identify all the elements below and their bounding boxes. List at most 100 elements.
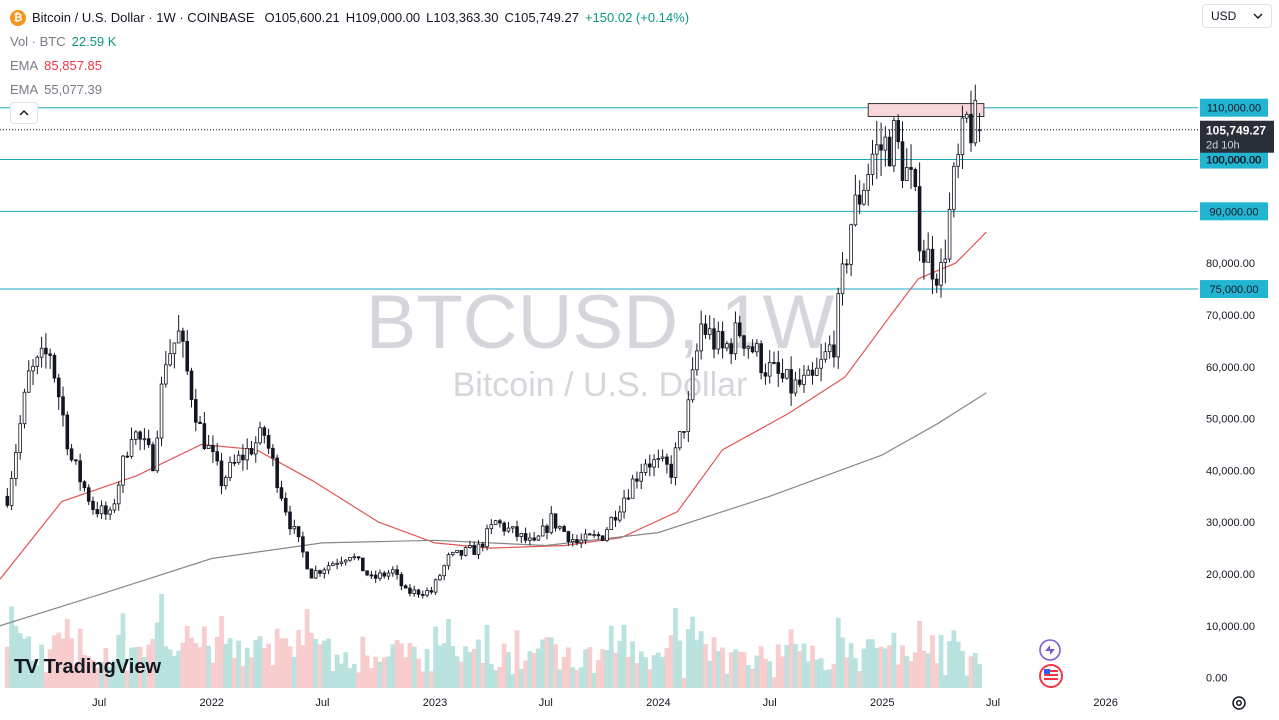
candle	[331, 561, 335, 567]
volume-bar	[309, 632, 314, 688]
candle	[95, 501, 100, 518]
candle-body	[14, 452, 18, 479]
candle	[545, 524, 549, 540]
candle-body	[695, 350, 699, 371]
volume-bar	[895, 664, 901, 688]
candle	[399, 572, 404, 591]
volume-bar	[548, 637, 554, 688]
candle-body	[832, 344, 836, 358]
candle-body	[605, 529, 609, 541]
ema-fast-row[interactable]: EMA 85,857.85	[10, 54, 689, 78]
candle-body	[116, 484, 121, 505]
tradingview-mark-icon: TV	[14, 656, 39, 678]
candle-body	[378, 572, 382, 579]
volume-bar	[570, 667, 576, 688]
volume-bar	[715, 651, 721, 688]
candle-body	[613, 517, 618, 521]
candle	[797, 368, 802, 388]
candle-body	[519, 533, 524, 537]
candle-body	[22, 391, 27, 425]
candle-body	[900, 141, 905, 182]
volume-bar	[347, 668, 353, 688]
volume-bar	[257, 636, 263, 688]
volume-bar	[39, 644, 44, 688]
volume-bar	[77, 628, 83, 688]
y-axis-tick-label: 60,000.00	[1206, 362, 1255, 374]
candle-body	[879, 144, 883, 151]
horizontal-levels[interactable]: 110,000.00 100,000.00 90,000.00 75,000.00	[0, 98, 1268, 299]
candle-body	[755, 343, 759, 353]
candle-body	[403, 585, 408, 589]
volume-bar	[835, 617, 841, 688]
candle-body	[138, 431, 142, 440]
candle	[849, 223, 853, 277]
volume-bar	[861, 648, 867, 688]
candle-body	[168, 353, 172, 366]
candle-body	[198, 421, 202, 425]
volume-bar	[784, 645, 790, 688]
tradingview-logo[interactable]: TV TradingView	[14, 656, 161, 679]
volume-indicator-row[interactable]: Vol · BTC 22.59 K	[10, 30, 689, 54]
volume-bar	[249, 657, 254, 688]
y-axis[interactable]: 0.00 10,000.00 20,000.00 30,000.00 40,000.00…	[1206, 155, 1261, 685]
floating-icons	[1038, 638, 1068, 695]
candle-body	[707, 328, 712, 335]
candle-body	[635, 478, 639, 482]
volume-bar	[304, 609, 310, 688]
candle-body	[815, 367, 819, 376]
volume-bar	[900, 645, 905, 688]
volume-bar	[608, 625, 614, 688]
candle-body	[609, 517, 614, 530]
volume-bar	[411, 646, 417, 688]
candle-body	[271, 447, 275, 459]
candle	[857, 180, 862, 215]
candle	[716, 321, 721, 355]
ema-fast-name: EMA	[10, 58, 39, 73]
candle	[459, 549, 464, 560]
volume-bar	[253, 639, 259, 688]
collapse-legend-button[interactable]	[10, 102, 38, 124]
volume-layer	[4, 593, 982, 688]
candle	[960, 105, 965, 170]
currency-selector[interactable]: USD	[1202, 4, 1272, 28]
ema-slow-row[interactable]: EMA 55,077.39	[10, 78, 689, 102]
level-label: 100,000.00	[1206, 155, 1261, 167]
volume-bar	[171, 655, 177, 688]
candle	[540, 518, 545, 537]
gear-icon[interactable]	[1230, 694, 1248, 712]
volume-bar	[908, 661, 914, 688]
candle-body	[326, 565, 331, 571]
volume-bar	[638, 651, 644, 688]
candle	[690, 357, 695, 403]
us-flag-icon[interactable]	[1039, 664, 1063, 688]
volume-bar	[857, 671, 863, 688]
candle	[832, 330, 836, 368]
volume-bar	[56, 632, 62, 688]
volume-bar	[724, 673, 730, 688]
ai-sparkle-icon[interactable]	[1039, 639, 1061, 661]
candle-body	[652, 459, 656, 468]
volume-bar	[193, 642, 199, 688]
low-label: L	[426, 10, 434, 25]
candle	[755, 339, 759, 357]
x-axis[interactable]: Jul 2022 Jul 2023 Jul 2024 Jul 2025 Jul 2026	[92, 697, 1118, 709]
volume-bar	[450, 646, 456, 688]
resistance-zone-rect[interactable]	[867, 103, 985, 118]
volume-bar	[574, 669, 580, 688]
resistance-zone[interactable]	[867, 103, 985, 118]
symbol-row[interactable]: ₿ Bitcoin / U.S. Dollar · 1W · COINBASE …	[10, 6, 689, 30]
volume-bar	[947, 641, 952, 688]
volume-bar	[805, 661, 811, 688]
candle-body	[5, 495, 10, 506]
candle-body	[857, 194, 862, 205]
symbol-title[interactable]: Bitcoin / U.S. Dollar · 1W · COINBASE	[32, 10, 255, 25]
candle-body	[588, 533, 592, 536]
volume-bar	[960, 650, 965, 688]
volume-bar	[287, 646, 293, 688]
candle	[665, 453, 669, 474]
candle-body	[510, 526, 515, 529]
volume-bar	[437, 645, 443, 688]
candle-body	[61, 396, 65, 416]
